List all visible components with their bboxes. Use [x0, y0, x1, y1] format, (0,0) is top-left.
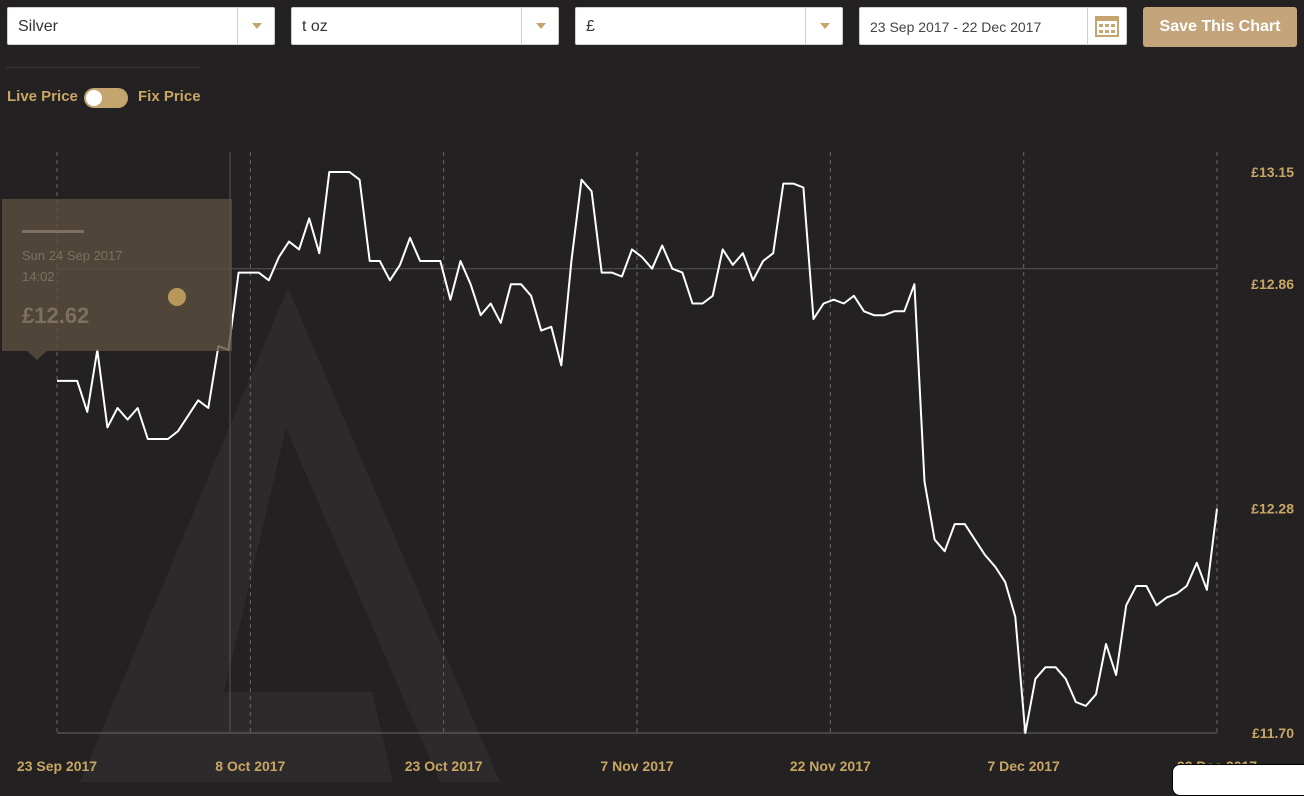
unit-select-dropdown[interactable] [521, 8, 558, 44]
price-tooltip: Sun 24 Sep 2017 14:02 £12.62 [2, 199, 232, 360]
tooltip-price: £12.62 [22, 303, 90, 328]
watermark-logo [80, 288, 500, 782]
date-range-input[interactable]: 23 Sep 2017 - 22 Dec 2017 [859, 7, 1127, 45]
y-tick-label: £11.70 [1252, 725, 1294, 741]
live-price-label[interactable]: Live Price [7, 88, 78, 105]
calendar-icon [1095, 16, 1119, 37]
x-tick-label: 23 Sep 2017 [17, 758, 97, 774]
save-chart-button[interactable]: Save This Chart [1143, 7, 1297, 47]
currency-select[interactable]: £ [575, 7, 843, 45]
price-mode-toggle[interactable] [84, 88, 128, 108]
unit-select[interactable]: t oz [291, 7, 559, 45]
unit-select-value: t oz [302, 18, 328, 35]
tooltip-pointer [27, 351, 47, 360]
divider [6, 67, 200, 68]
currency-select-value: £ [586, 18, 595, 35]
calendar-button[interactable] [1087, 8, 1126, 44]
date-range-value: 23 Sep 2017 - 22 Dec 2017 [870, 19, 1042, 35]
tooltip-date: Sun 24 Sep 2017 [22, 248, 123, 263]
tooltip-time: 14:02 [22, 269, 55, 284]
y-tick-label: £12.86 [1251, 276, 1294, 292]
y-tick-label: £12.28 [1251, 501, 1294, 517]
x-tick-label: 23 Oct 2017 [405, 758, 483, 774]
price-line [57, 171, 1218, 734]
x-tick-label: 7 Nov 2017 [600, 758, 673, 774]
tooltip-marker-dot [168, 288, 186, 306]
y-tick-label: £13.15 [1251, 164, 1294, 180]
toggle-knob [86, 90, 102, 106]
chevron-down-icon [536, 23, 546, 29]
corner-widget[interactable] [1172, 764, 1304, 796]
currency-select-dropdown[interactable] [805, 8, 842, 44]
chevron-down-icon [252, 23, 262, 29]
x-tick-label: 7 Dec 2017 [987, 758, 1060, 774]
metal-select[interactable]: Silver [7, 7, 275, 45]
chevron-down-icon [820, 23, 830, 29]
x-tick-label: 8 Oct 2017 [215, 758, 285, 774]
fix-price-label[interactable]: Fix Price [138, 88, 201, 105]
metal-select-value: Silver [18, 18, 59, 35]
metal-select-dropdown[interactable] [237, 8, 274, 44]
x-tick-label: 22 Nov 2017 [790, 758, 871, 774]
tooltip-bar [22, 230, 84, 233]
